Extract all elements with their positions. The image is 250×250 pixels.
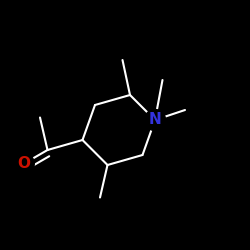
Text: N: N <box>148 112 162 128</box>
Circle shape <box>13 153 34 174</box>
Circle shape <box>144 110 166 130</box>
Text: O: O <box>17 156 30 171</box>
